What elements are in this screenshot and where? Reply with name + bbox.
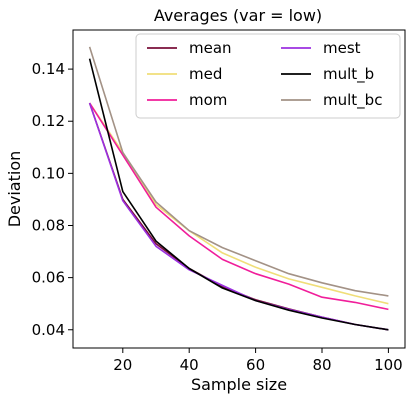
legend-box <box>135 33 401 119</box>
chart-title: Averages (var = low) <box>154 6 322 25</box>
y-axis-label: Deviation <box>5 151 24 228</box>
legend-label: mult_bc <box>323 91 382 110</box>
legend: mean med mom mest mult_b mult_bc <box>135 33 401 119</box>
legend-label: mult_b <box>323 65 374 84</box>
y-tick-label: 0.06 <box>32 269 65 287</box>
y-tick-label: 0.04 <box>32 321 65 339</box>
x-axis-label: Sample size <box>191 375 287 394</box>
legend-label: mest <box>323 39 361 57</box>
series-line-mult-bc <box>88 46 389 297</box>
y-tick-label: 0.12 <box>32 112 65 130</box>
x-tick-label: 60 <box>246 356 265 374</box>
series-line-mult-b <box>88 58 389 331</box>
plot-frame <box>72 29 406 349</box>
series-line-med <box>88 102 389 305</box>
series-line-mest <box>88 102 389 331</box>
x-tick-label: 100 <box>374 356 403 374</box>
legend-label: med <box>189 65 222 83</box>
legend-label: mean <box>189 39 232 57</box>
y-tick-label: 0.10 <box>32 164 65 182</box>
x-tick-label: 80 <box>312 356 331 374</box>
legend-label: mom <box>189 91 227 109</box>
x-tick-label: 20 <box>113 356 132 374</box>
axis-ticks: 20 40 60 80 100 0.04 0.06 0.08 0.10 0.12 0.14 <box>32 60 403 374</box>
x-tick-label: 40 <box>180 356 199 374</box>
series-lines <box>88 46 389 331</box>
series-line-mom <box>88 102 389 311</box>
y-tick-label: 0.08 <box>32 216 65 234</box>
y-tick-label: 0.14 <box>32 60 65 78</box>
